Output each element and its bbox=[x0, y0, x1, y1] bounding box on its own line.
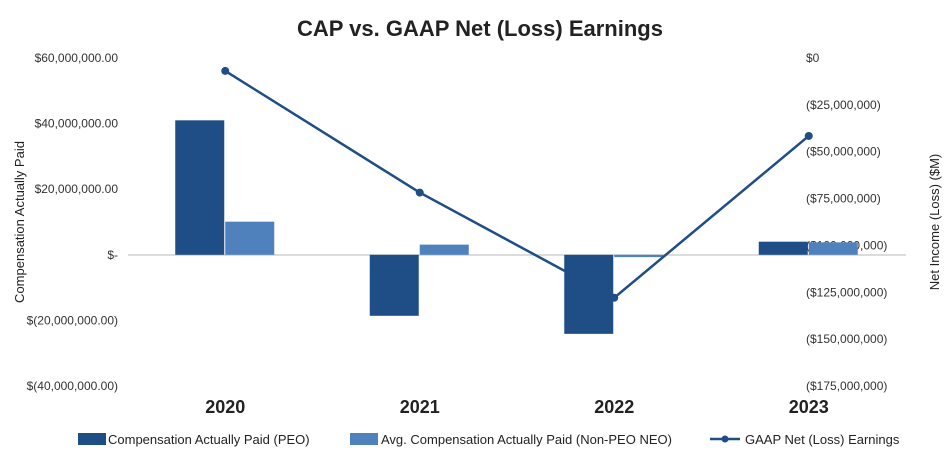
bar-non-peo bbox=[808, 242, 858, 255]
category-label: 2020 bbox=[205, 397, 245, 417]
left-tick-label: $40,000,000.00 bbox=[35, 117, 119, 131]
legend-label: Avg. Compensation Actually Paid (Non-PEO… bbox=[381, 432, 672, 447]
bar-non-peo bbox=[225, 221, 275, 255]
category-labels: 2020 2021 2022 2023 bbox=[205, 397, 829, 417]
category-label: 2021 bbox=[400, 397, 440, 417]
left-tick-label: $20,000,000.00 bbox=[35, 182, 119, 196]
category-label: 2022 bbox=[594, 397, 634, 417]
net-income-line bbox=[221, 66, 813, 302]
right-tick-label: ($25,000,000) bbox=[806, 98, 881, 112]
bar-non-peo bbox=[419, 244, 469, 255]
legend-label: GAAP Net (Loss) Earnings bbox=[745, 432, 900, 447]
left-tick-label: $(40,000,000.00) bbox=[27, 379, 118, 393]
category-label: 2023 bbox=[789, 397, 829, 417]
bar-peo bbox=[758, 241, 808, 255]
bar-non-peo bbox=[614, 254, 664, 258]
right-tick-label: ($50,000,000) bbox=[806, 145, 881, 159]
legend-swatch-peo bbox=[78, 433, 106, 445]
line-point bbox=[221, 66, 230, 75]
right-tick-label: $0 bbox=[806, 51, 820, 65]
bar-peo bbox=[175, 120, 225, 255]
bars bbox=[175, 120, 858, 334]
line-point bbox=[610, 293, 619, 302]
bar-peo bbox=[564, 254, 614, 334]
right-axis-ticks: ($175,000,000) ($150,000,000) ($125,000,00… bbox=[806, 51, 887, 393]
left-axis-ticks: $(40,000,000.00) $(20,000,000.00) $- $20,00… bbox=[27, 51, 119, 393]
left-tick-label: $- bbox=[107, 248, 118, 262]
line-point bbox=[804, 131, 813, 140]
right-tick-label: ($125,000,000) bbox=[806, 285, 887, 299]
line-path bbox=[224, 69, 810, 300]
right-tick-label: ($75,000,000) bbox=[806, 192, 881, 206]
line-point bbox=[415, 188, 424, 197]
right-tick-label: ($175,000,000) bbox=[806, 379, 887, 393]
left-tick-label: $(20,000,000.00) bbox=[27, 313, 118, 327]
right-axis-label: Net Income (Loss) ($M) bbox=[927, 154, 942, 291]
bar-peo bbox=[369, 254, 419, 316]
right-tick-label: ($150,000,000) bbox=[806, 332, 887, 346]
chart-title: CAP vs. GAAP Net (Loss) Earnings bbox=[297, 16, 663, 41]
legend: Compensation Actually Paid (PEO) Avg. Com… bbox=[78, 432, 900, 447]
left-axis-label: Compensation Actually Paid bbox=[12, 141, 27, 303]
legend-swatch-non-peo bbox=[350, 433, 378, 445]
left-tick-label: $60,000,000.00 bbox=[35, 51, 119, 65]
legend-label: Compensation Actually Paid (PEO) bbox=[108, 432, 310, 447]
legend-line-marker bbox=[721, 435, 729, 443]
